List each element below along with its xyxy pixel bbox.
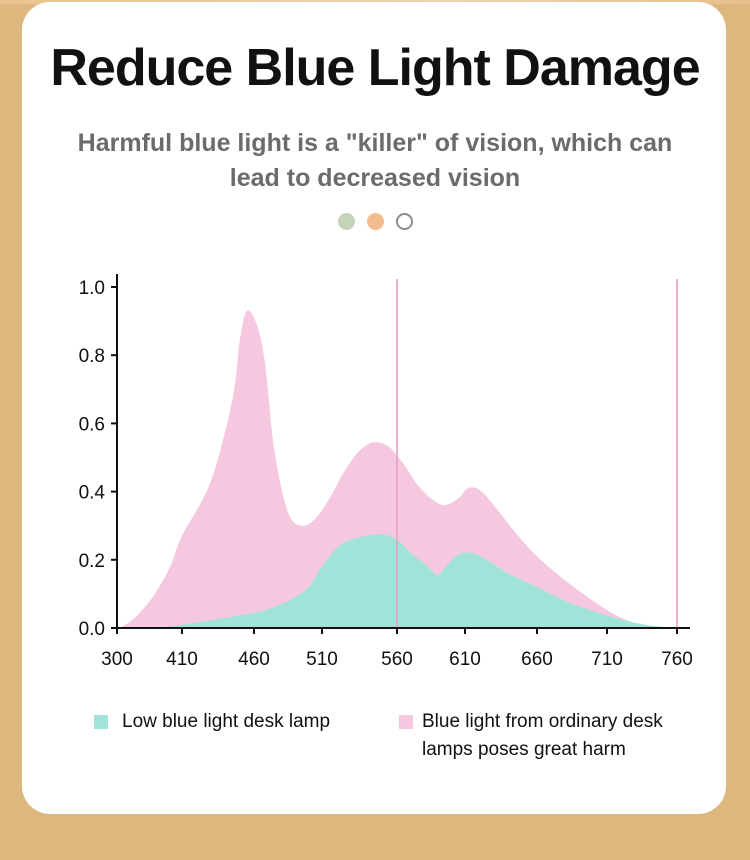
y-tick-label: 1.0 — [79, 278, 105, 299]
x-axis-ticks: 300 410 460 510 560 610 660 710 760 — [101, 628, 693, 670]
chart-areas — [119, 310, 678, 628]
page-subtitle: Harmful blue light is a "killer" of visi… — [77, 129, 673, 192]
x-tick-label: 510 — [306, 649, 338, 670]
legend-label-ordinary-line2: lamps poses great harm — [422, 739, 626, 760]
page-title: Reduce Blue Light Damage — [50, 39, 700, 97]
chart-axes — [116, 274, 690, 629]
legend-swatch-ordinary — [399, 715, 413, 729]
x-tick-label: 300 — [101, 649, 133, 670]
y-tick-label: 0.4 — [79, 483, 106, 504]
x-tick-label: 560 — [381, 649, 413, 670]
x-tick-label: 460 — [238, 649, 270, 670]
y-axis-ticks: 0.0 0.2 0.4 0.6 0.8 1.0 — [79, 278, 117, 640]
area-series-low-blue-lamp — [119, 534, 678, 628]
area-series-ordinary-lamp — [119, 310, 678, 628]
x-tick-label: 610 — [449, 649, 481, 670]
y-tick-label: 0.6 — [79, 414, 105, 435]
pager-dot-3[interactable] — [395, 213, 413, 230]
content-card — [22, 2, 726, 814]
y-tick-label: 0.0 — [79, 619, 105, 640]
y-tick-label: 0.8 — [79, 346, 105, 367]
reference-lines — [396, 279, 678, 634]
legend-label-ordinary-line1: Blue light from ordinary desk — [422, 711, 663, 732]
pager-dot-1[interactable] — [337, 213, 355, 230]
x-tick-label: 660 — [521, 649, 553, 670]
pager-dot-2[interactable] — [366, 213, 384, 230]
y-tick-label: 0.2 — [79, 551, 105, 572]
legend-swatch-low-blue — [94, 715, 108, 729]
x-tick-label: 760 — [661, 649, 693, 670]
carousel-pager — [0, 213, 750, 230]
x-tick-label: 710 — [591, 649, 623, 670]
x-tick-label: 410 — [166, 649, 198, 670]
legend-label-low-blue: Low blue light desk lamp — [122, 711, 331, 732]
